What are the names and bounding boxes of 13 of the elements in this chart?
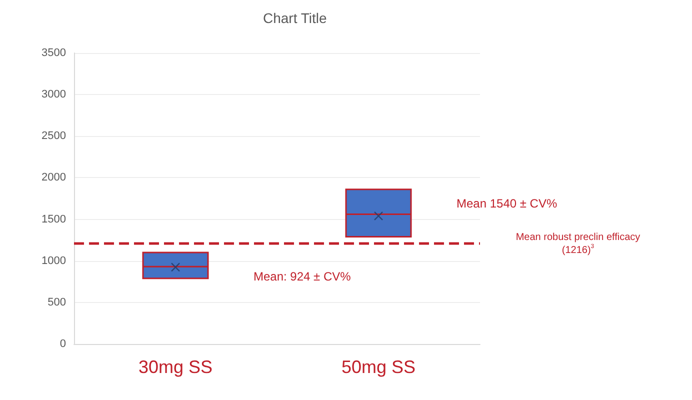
x-tick-label: 50mg SS [341,357,416,377]
y-tick-label: 1000 [42,254,66,267]
annotation: Mean: 924 ± CV% [254,270,352,284]
chart-title: Chart Title [263,10,328,26]
y-tick-label: 1500 [42,213,66,226]
y-tick-label: 2500 [42,130,66,142]
annotation: Mean 1540 ± CV% [456,196,558,210]
y-tick-label: 3500 [42,47,66,59]
y-tick-label: 0 [60,338,66,350]
y-tick-label: 3000 [42,88,66,101]
y-tick-label: 500 [48,296,66,308]
x-tick-label: 30mg SS [138,357,213,377]
y-tick-label: 2000 [42,172,66,184]
